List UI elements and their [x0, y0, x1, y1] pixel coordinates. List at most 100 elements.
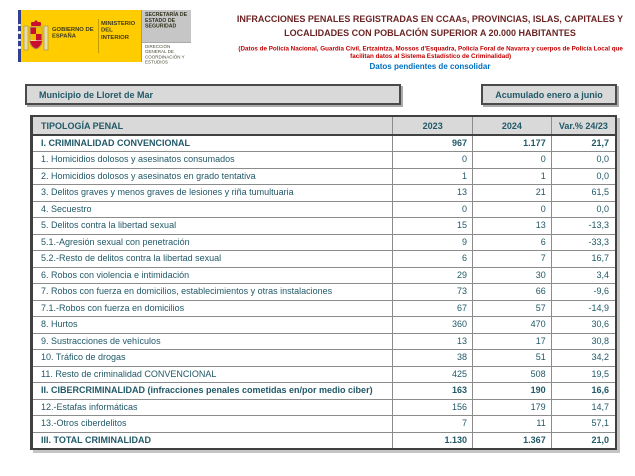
value-2023-cell: 13	[392, 184, 474, 202]
variation-cell: -33,3	[550, 233, 617, 251]
value-2024-cell: 13	[472, 217, 552, 235]
variation-cell: 30,6	[550, 316, 617, 334]
value-2023-cell: 6	[392, 250, 474, 268]
municipality-selector[interactable]: Municipio de Lloret de Mar	[25, 84, 401, 105]
table-row: 9. Sustracciones de vehículos 13 17 30,8	[30, 332, 617, 350]
variation-cell: 57,1	[550, 415, 617, 433]
column-header-2023: 2023	[392, 115, 474, 136]
value-2023-cell: 0	[392, 151, 474, 169]
variation-cell: -14,9	[550, 299, 617, 317]
value-2023-cell: 9	[392, 233, 474, 251]
variation-cell: 0,0	[550, 200, 617, 218]
municipality-label: Municipio de Lloret de Mar	[39, 89, 154, 100]
table-row: 4. Secuestro 0 0 0,0	[30, 200, 617, 218]
table-header-row: TIPOLOGÍA PENAL 2023 2024 Var.% 24/23	[30, 115, 617, 136]
column-header-2024: 2024	[472, 115, 552, 136]
variation-cell: 30,8	[550, 332, 617, 350]
value-2023-cell: 1	[392, 167, 474, 185]
value-2024-cell: 1	[472, 167, 552, 185]
table-row: 10. Tráfico de drogas 38 51 34,2	[30, 349, 617, 367]
variation-cell: 61,5	[550, 184, 617, 202]
value-2024-cell: 30	[472, 266, 552, 284]
period-selector[interactable]: Acumulado enero a junio	[481, 84, 617, 105]
value-2023-cell: 156	[392, 398, 474, 416]
period-label: Acumulado enero a junio	[495, 89, 603, 100]
value-2024-cell: 57	[472, 299, 552, 317]
table-row: 5.1.-Agresión sexual con penetración 9 6…	[30, 233, 617, 251]
logo-yellow-panel: GOBIERNO DE ESPAÑA MINISTERIO DEL INTERI…	[20, 10, 141, 62]
value-2023-cell: 73	[392, 283, 474, 301]
value-2023-cell: 13	[392, 332, 474, 350]
value-2024-cell: 508	[472, 365, 552, 383]
value-2023-cell: 360	[392, 316, 474, 334]
value-2024-cell: 1.367	[472, 431, 552, 449]
value-2024-cell: 66	[472, 283, 552, 301]
value-2023-cell: 67	[392, 299, 474, 317]
table-row: 5. Delitos contra la libertad sexual 15 …	[30, 217, 617, 235]
value-2023-cell: 425	[392, 365, 474, 383]
table-row: 3. Delitos graves y menos graves de lesi…	[30, 184, 617, 202]
crime-type-cell: 5.2.-Resto de delitos contra la libertad…	[30, 250, 394, 268]
crime-type-cell: 6. Robos con violencia e intimidación	[30, 266, 394, 284]
table-row: 6. Robos con violencia e intimidación 29…	[30, 266, 617, 284]
logo-secretariat-panel: SECRETARÍA DE ESTADO DE SEGURIDAD DIRECC…	[140, 10, 191, 86]
variation-cell: -9,6	[550, 283, 617, 301]
column-header-tipologia: TIPOLOGÍA PENAL	[30, 115, 394, 136]
crime-statistics-table: TIPOLOGÍA PENAL 2023 2024 Var.% 24/23 I.…	[30, 115, 617, 450]
table-row: 8. Hurtos 360 470 30,6	[30, 316, 617, 334]
directorate-label: DIRECCIÓN GENERAL DE COORDINACIÓN Y ESTU…	[141, 41, 191, 86]
spain-coat-of-arms-icon	[23, 20, 48, 51]
column-header-variation: Var.% 24/23	[550, 115, 617, 136]
value-2024-cell: 0	[472, 151, 552, 169]
table-row: 7.1.-Robos con fuerza en domicilios 67 5…	[30, 299, 617, 317]
variation-cell: 0,0	[550, 151, 617, 169]
variation-cell: 16,7	[550, 250, 617, 268]
value-2023-cell: 29	[392, 266, 474, 284]
value-2023-cell: 0	[392, 200, 474, 218]
crime-type-cell: 7. Robos con fuerza en domicilios, estab…	[30, 283, 394, 301]
secretariat-label: SECRETARÍA DE ESTADO DE SEGURIDAD	[141, 10, 191, 42]
value-2023-cell: 38	[392, 349, 474, 367]
data-sources-note: (Datos de Policía Nacional, Guardia Civi…	[238, 45, 623, 61]
table-row: 11. Resto de criminalidad CONVENCIONAL 4…	[30, 365, 617, 383]
variation-cell: 0,0	[550, 167, 617, 185]
crime-type-cell: III. TOTAL CRIMINALIDAD	[30, 431, 394, 449]
value-2024-cell: 21	[472, 184, 552, 202]
crime-type-cell: 5. Delitos contra la libertad sexual	[30, 217, 394, 235]
crime-type-cell: 1. Homicidios dolosos y asesinatos consu…	[30, 151, 394, 169]
table-row: 13.-Otros ciberdelitos 7 11 57,1	[30, 415, 617, 433]
value-2024-cell: 0	[472, 200, 552, 218]
value-2024-cell: 470	[472, 316, 552, 334]
crime-type-cell: 8. Hurtos	[30, 316, 394, 334]
gobierno-de-espana-logo: GOBIERNO DE ESPAÑA MINISTERIO DEL INTERI…	[18, 10, 191, 86]
variation-cell: 21,7	[550, 134, 617, 152]
value-2024-cell: 179	[472, 398, 552, 416]
crime-type-cell: 3. Delitos graves y menos graves de lesi…	[30, 184, 394, 202]
variation-cell: 16,6	[550, 382, 617, 400]
table-row: 2. Homicidios dolosos y asesinatos en gr…	[30, 167, 617, 185]
variation-cell: 34,2	[550, 349, 617, 367]
page-title: INFRACCIONES PENALES REGISTRADAS EN CCAA…	[236, 14, 624, 38]
crime-type-cell: 12.-Estafas informáticas	[30, 398, 394, 416]
pending-consolidation-note: Datos pendientes de consolidar	[369, 62, 491, 71]
government-label: GOBIERNO DE ESPAÑA	[51, 25, 94, 39]
value-2024-cell: 51	[472, 349, 552, 367]
variation-cell: 14,7	[550, 398, 617, 416]
crime-type-cell: 11. Resto de criminalidad CONVENCIONAL	[30, 365, 394, 383]
variation-cell: 19,5	[550, 365, 617, 383]
crime-type-cell: 13.-Otros ciberdelitos	[30, 415, 394, 433]
value-2023-cell: 163	[392, 382, 474, 400]
crime-type-cell: 2. Homicidios dolosos y asesinatos en gr…	[30, 167, 394, 185]
table-row: 12.-Estafas informáticas 156 179 14,7	[30, 398, 617, 416]
value-2024-cell: 11	[472, 415, 552, 433]
value-2024-cell: 7	[472, 250, 552, 268]
value-2023-cell: 1.130	[392, 431, 474, 449]
report-header: INFRACCIONES PENALES REGISTRADAS EN CCAA…	[232, 13, 628, 71]
ministry-label: MINISTERIO DEL INTERIOR	[100, 20, 135, 41]
value-2024-cell: 17	[472, 332, 552, 350]
crime-type-cell: 10. Tráfico de drogas	[30, 349, 394, 367]
value-2023-cell: 7	[392, 415, 474, 433]
variation-cell: -13,3	[550, 217, 617, 235]
crime-type-cell: I. CRIMINALIDAD CONVENCIONAL	[30, 134, 394, 152]
logo-blue-strip	[18, 10, 21, 62]
